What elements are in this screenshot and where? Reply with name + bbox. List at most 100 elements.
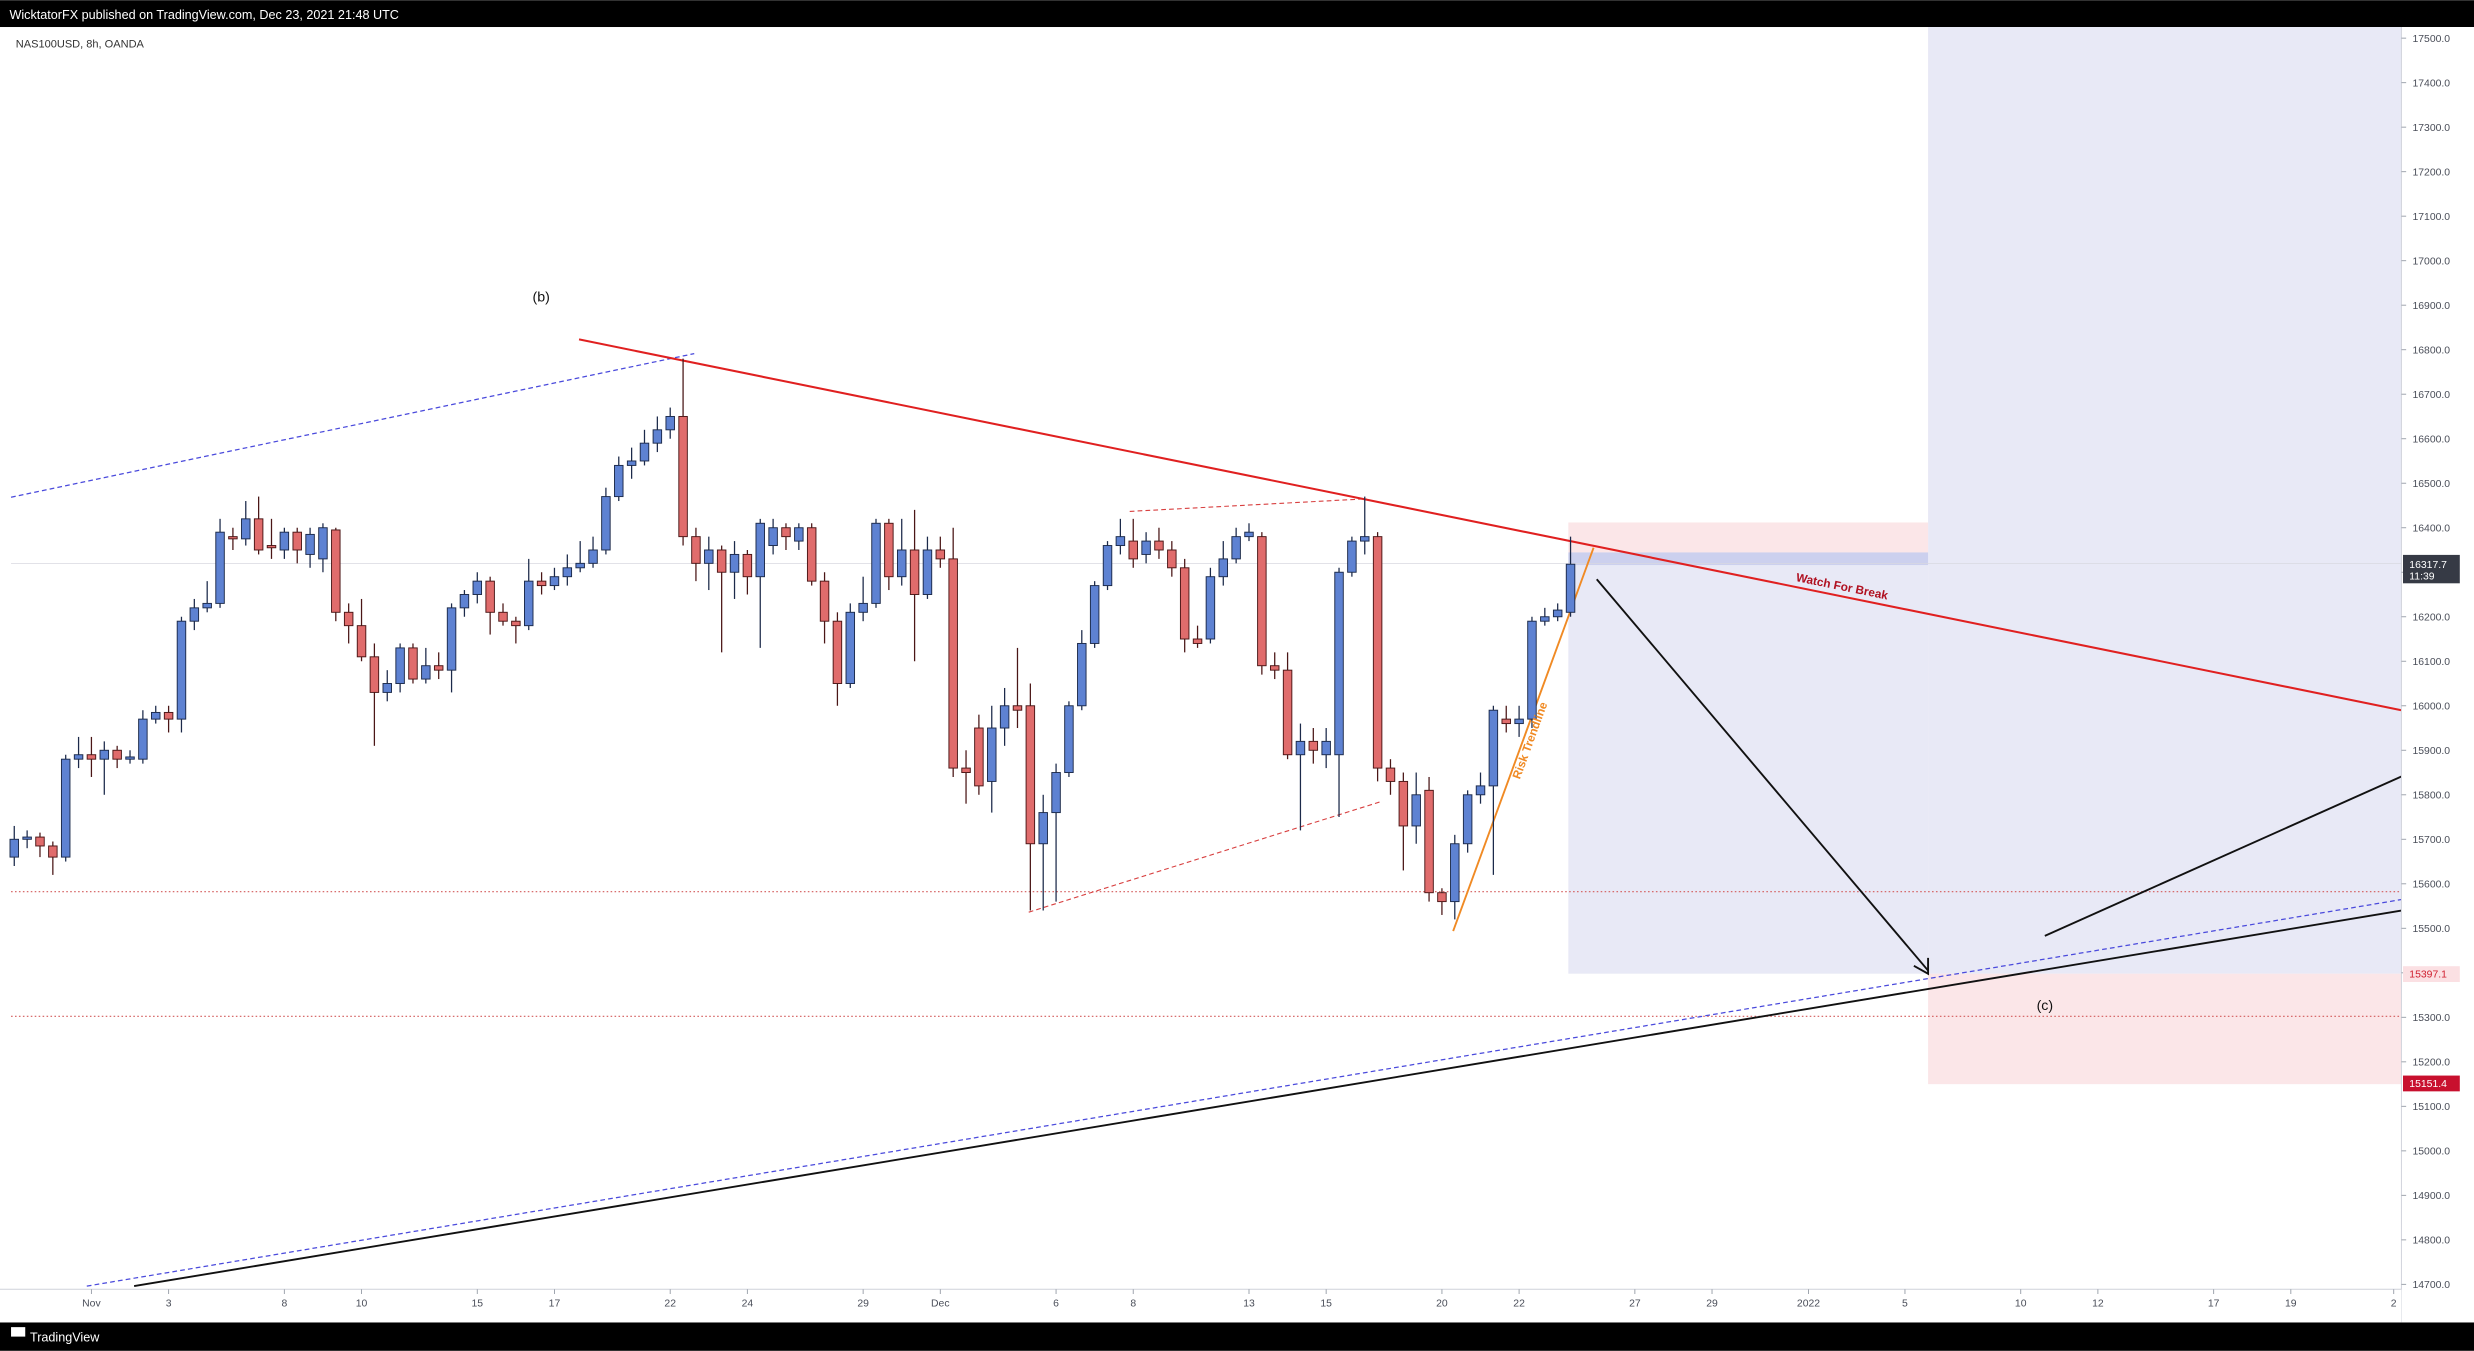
candle-body (1218, 558, 1229, 578)
candle-body (1321, 740, 1331, 756)
y-tick-label: 14800.0 (2412, 1235, 2450, 1246)
arrow-head (1913, 957, 1930, 976)
candle-body (176, 620, 187, 720)
candle-body (742, 553, 753, 578)
y-tick-label: 14900.0 (2412, 1191, 2450, 1202)
y-tick-label: 16900.0 (2412, 301, 2450, 312)
resistance-line (578, 338, 2402, 712)
candle-body (1514, 718, 1524, 725)
candle-body (73, 754, 84, 760)
y-tick-label: 14700.0 (2412, 1280, 2450, 1291)
candle-body (1141, 540, 1151, 555)
candle-body (1051, 772, 1061, 814)
projection-line (2044, 775, 2402, 937)
candle-body (1372, 536, 1383, 769)
y-tick-label: 17200.0 (2412, 167, 2450, 178)
annotation: (b) (533, 290, 550, 306)
candle-body (1308, 740, 1319, 751)
candle-body (305, 533, 315, 555)
candle-body (1565, 563, 1576, 613)
candle-body (1398, 780, 1409, 827)
x-tick-label: 12 (2092, 1299, 2104, 1310)
x-tick-label: 22 (664, 1299, 676, 1310)
candle-body (343, 611, 354, 627)
candle-body (9, 838, 19, 858)
arrow (1596, 578, 1929, 972)
candle-body (626, 460, 637, 466)
candle-body (1167, 549, 1177, 569)
candle-body (266, 545, 277, 549)
candle-body (794, 527, 804, 542)
x-tick-label: 2 (2391, 1299, 2397, 1310)
candle-body (1462, 794, 1473, 845)
wedge-line (1028, 801, 1381, 913)
y-tick-label: 16000.0 (2412, 701, 2450, 712)
candle-body (1064, 705, 1074, 774)
candle-body (151, 711, 161, 720)
candle-body (1488, 709, 1499, 787)
header: WicktatorFX published on TradingView.com… (9, 8, 398, 22)
candle-body (601, 496, 611, 551)
candles (9, 358, 1576, 920)
candle-body (665, 415, 675, 431)
trend-line (133, 909, 2402, 1288)
x-tick-label: 10 (2015, 1299, 2027, 1310)
candle-body (1360, 536, 1370, 542)
candle-body (279, 531, 290, 551)
candle-body (331, 529, 341, 613)
x-tick-label: 6 (1053, 1299, 1059, 1310)
candle-body (1501, 718, 1511, 725)
candle-body (1540, 616, 1550, 622)
stop-zone (1928, 973, 2402, 1085)
candle-body (369, 656, 380, 693)
candle-body (729, 553, 740, 573)
x-tick-label: 29 (857, 1299, 869, 1310)
y-tick-label: 15000.0 (2412, 1146, 2450, 1157)
candle-body (575, 562, 585, 569)
x-tick-label: 19 (2285, 1299, 2297, 1310)
stop-zone (1568, 522, 1929, 555)
x-tick-label: 10 (356, 1299, 368, 1310)
candle-body (819, 580, 830, 622)
last-price: 16317.7 (2409, 560, 2447, 571)
last-price-box (2402, 554, 2460, 584)
candle-body (1231, 536, 1241, 560)
y-tick-label: 16200.0 (2412, 612, 2450, 623)
y-tick-label: 16100.0 (2412, 657, 2450, 668)
drawings (10, 27, 2402, 1288)
y-tick-label: 15600.0 (2412, 879, 2450, 890)
x-tick-label: 13 (1243, 1299, 1255, 1310)
y-tick-label: 15900.0 (2412, 746, 2450, 757)
candle-body (1527, 620, 1537, 720)
y-tick-label: 16500.0 (2412, 479, 2450, 490)
level-label: 15151.4 (2409, 1079, 2447, 1090)
level-box (2402, 966, 2460, 982)
candle-body (472, 580, 483, 595)
candle-body (1385, 767, 1396, 782)
candle-body (1128, 540, 1138, 560)
entry-band (1568, 552, 1929, 566)
candle-body (909, 549, 920, 595)
candle-body (1025, 705, 1036, 845)
x-tick-label: 22 (1513, 1299, 1525, 1310)
candle-body (1424, 789, 1434, 894)
candle-body (1102, 545, 1113, 587)
x-tick-label: 2022 (1797, 1299, 1820, 1310)
candle-body (35, 836, 45, 847)
candle-body (1282, 669, 1293, 756)
candle-body (974, 727, 984, 787)
candle-body (1257, 536, 1267, 667)
y-tick-label: 15500.0 (2412, 924, 2450, 935)
candle-body (189, 607, 200, 622)
candle-body (433, 665, 444, 671)
candle-body (1154, 540, 1164, 551)
candle-body (1269, 665, 1280, 671)
logo (11, 1327, 26, 1337)
candle-body (1077, 642, 1087, 707)
candle-body (86, 754, 97, 760)
x-tick-label: 27 (1629, 1299, 1641, 1310)
candle-body (241, 518, 251, 540)
candle-body (961, 767, 971, 774)
candle-body (1205, 576, 1216, 640)
